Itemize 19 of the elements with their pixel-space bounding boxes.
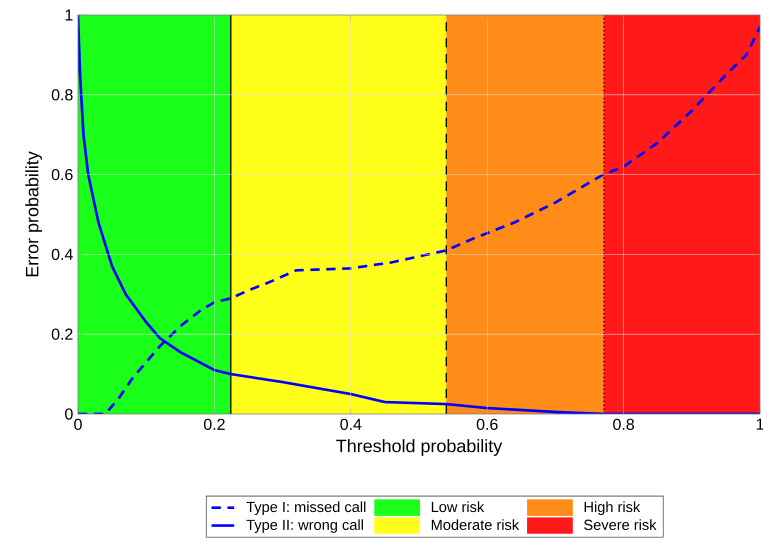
y-tick-label: 0.2: [52, 328, 73, 340]
legend-label: Type II: wrong call: [246, 519, 363, 533]
legend-label: Moderate risk: [432, 519, 520, 530]
y-axis-title: Error probability: [25, 151, 42, 276]
legend-label: Severe risk: [584, 519, 657, 530]
y-tick-label: 0.6: [52, 168, 73, 180]
legend-label: Type I: missed call: [246, 501, 366, 515]
x-tick-label: 0: [74, 418, 82, 430]
y-tick-label: 0.8: [52, 89, 73, 100]
x-tick-label: 0.4: [340, 418, 362, 430]
x-tick-label: 0.8: [613, 418, 634, 430]
y-tick-label: 0: [65, 408, 73, 420]
legend-label: Low risk: [432, 501, 484, 512]
y-tick-label: 1: [66, 10, 73, 20]
x-axis-title: Threshold probability: [336, 439, 502, 456]
y-tick-label: 0.4: [52, 248, 73, 260]
x-tick-label: 0.6: [476, 418, 498, 430]
legend-label: High risk: [584, 501, 640, 515]
x-tick-label: 0.2: [204, 418, 225, 430]
